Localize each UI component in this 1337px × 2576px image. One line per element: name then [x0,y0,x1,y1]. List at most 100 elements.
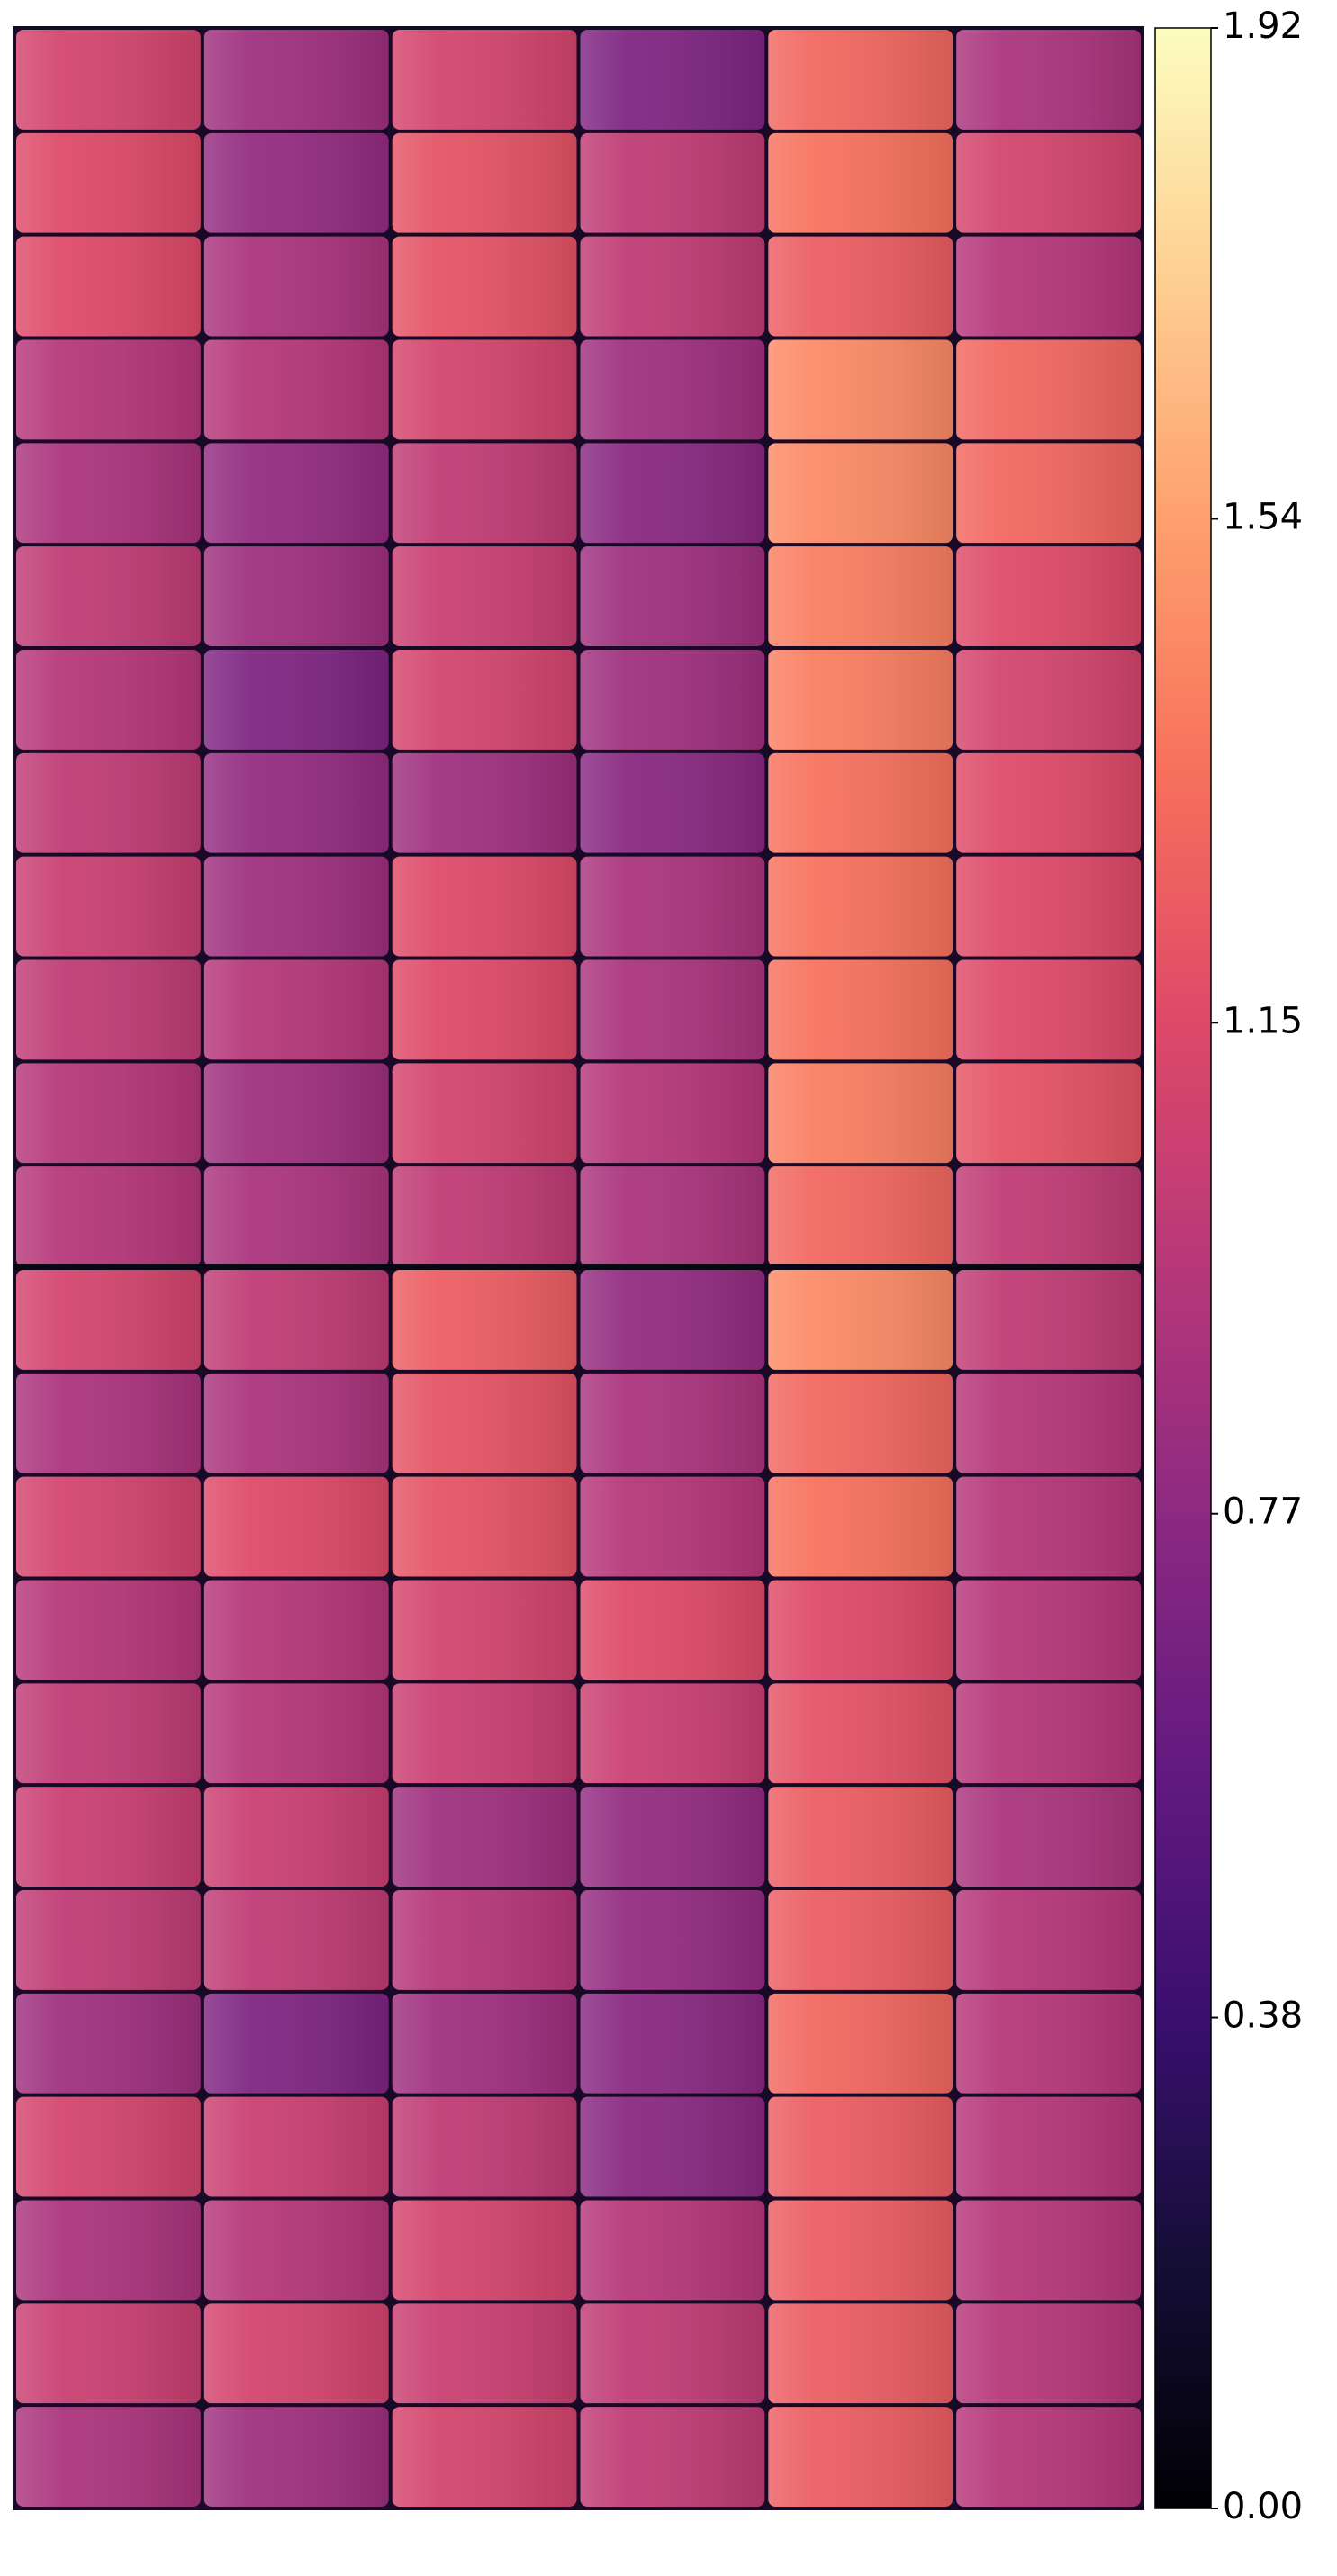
cell-shading [392,1890,577,1990]
cell-shading [956,1890,1141,1990]
cell-shading [203,1683,389,1784]
cell-shading [768,650,953,750]
cell-shading [580,1373,765,1473]
cell-shading [392,1787,577,1887]
cell-shading [16,856,201,957]
cell-shading [768,546,953,646]
cell-shading [203,443,389,544]
cell-shading [580,236,765,337]
cell-shading [392,1063,577,1164]
cell-shading [580,2303,765,2404]
cell-shading [956,1683,1141,1784]
cell-shading [203,1787,389,1887]
cell-shading [768,1476,953,1577]
cell-shading [768,1580,953,1680]
cell-shading [203,650,389,750]
cell-shading [768,1683,953,1784]
cell-shading [580,339,765,440]
cell-shading [392,2303,577,2404]
cell-shading [956,443,1141,544]
cell-shading [203,1476,389,1577]
cell-shading [392,2200,577,2301]
cell-shading [580,752,765,853]
cell-shading [16,650,201,750]
cell-shading [768,2200,953,2301]
colorbar-tick-label: 1.92 [1223,5,1303,47]
cell-shading [580,2407,765,2507]
cell-shading [203,1580,389,1680]
cell-shading [768,236,953,337]
cell-shading [956,132,1141,233]
cell-shading [956,1476,1141,1577]
cell-shading [768,30,953,130]
cell-shading [203,1166,389,1266]
cell-shading [956,1580,1141,1680]
cell-shading [392,1683,577,1784]
cell-shading [580,2200,765,2301]
cell-shading [16,1373,201,1473]
cell-shading [768,1373,953,1473]
cell-shading [203,236,389,337]
cell-shading [768,132,953,233]
cell-shading [392,132,577,233]
cell-shading [203,1063,389,1164]
cell-shading [768,856,953,957]
cell-shading [203,1373,389,1473]
cell-shading [580,30,765,130]
cell-shading [580,1476,765,1577]
cell-shading [203,1270,389,1370]
cell-shading [768,1270,953,1370]
cell-shading [768,443,953,544]
cell-shading [16,1993,201,2094]
cell-shading [956,959,1141,1060]
cell-shading [768,959,953,1060]
cell-shading [392,1373,577,1473]
cell-shading [768,1063,953,1164]
colorbar-tick-label: 0.38 [1223,1995,1303,2037]
cell-shading [580,443,765,544]
cell-shading [956,236,1141,337]
cell-shading [956,650,1141,750]
cell-shading [203,339,389,440]
cell-shading [16,2407,201,2507]
cell-shading [768,2407,953,2507]
cell-shading [580,1166,765,1266]
cell-shading [956,856,1141,957]
cell-shading [16,1063,201,1164]
cell-shading [203,2200,389,2301]
cell-shading [203,546,389,646]
cell-shading [16,1476,201,1577]
cell-shading [956,2407,1141,2507]
cell-shading [203,1890,389,1990]
cell-shading [203,1993,389,2094]
cell-shading [392,1270,577,1370]
cell-shading [203,752,389,853]
cell-shading [580,546,765,646]
cell-shading [392,650,577,750]
cell-shading [203,30,389,130]
colorbar-tick-label: 0.00 [1223,2486,1303,2527]
cell-shading [956,1787,1141,1887]
cell-shading [16,2096,201,2197]
cell-shading [16,1890,201,1990]
cell-shading [16,236,201,337]
cell-shading [16,1683,201,1784]
cell-shading [768,339,953,440]
cell-shading [956,2200,1141,2301]
cell-shading [392,339,577,440]
cell-shading [580,959,765,1060]
heatmap [16,30,1141,2507]
cell-shading [392,443,577,544]
cell-shading [956,1993,1141,2094]
cell-shading [16,443,201,544]
cell-shading [580,856,765,957]
cell-shading [580,1270,765,1370]
cell-shading [392,1476,577,1577]
cell-shading [392,1993,577,2094]
cell-shading [392,856,577,957]
cell-shading [768,1166,953,1266]
cell-shading [16,339,201,440]
cell-shading [956,546,1141,646]
